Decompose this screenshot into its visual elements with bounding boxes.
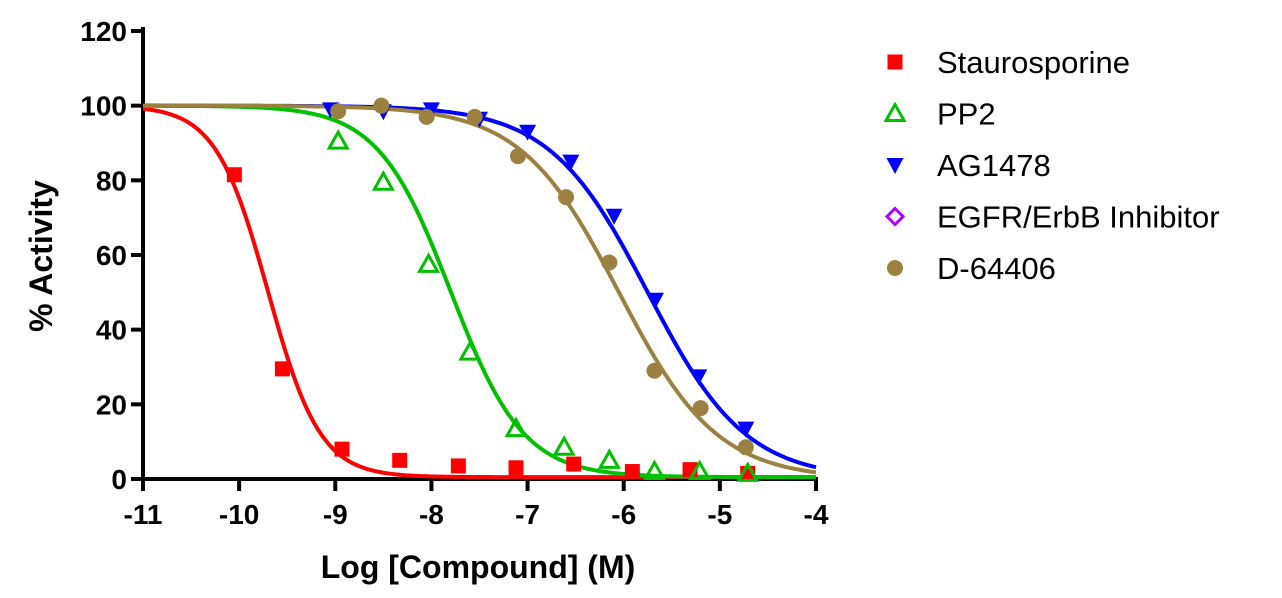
data-point-ag1478 xyxy=(646,292,664,309)
fit-curve-ag1478 xyxy=(143,103,817,470)
data-point-staurosporine xyxy=(392,452,408,468)
legend-label-pp2: PP2 xyxy=(937,97,996,132)
data-point-d-64406 xyxy=(418,108,435,125)
legend-label-staurosporine: Staurosporine xyxy=(937,45,1130,80)
x-tick-label: -5 xyxy=(707,499,732,530)
legend-marker-d-64406 xyxy=(887,260,903,276)
data-point-ag1478 xyxy=(690,369,708,386)
data-point-d-64406 xyxy=(737,439,754,456)
data-point-pp2 xyxy=(688,459,712,481)
data-point-ag1478 xyxy=(737,421,755,438)
x-tick-label: -11 xyxy=(124,499,163,530)
legend-marker-egfr-erbb-inhibitor xyxy=(884,206,906,227)
data-point-d-64406 xyxy=(466,108,483,125)
data-point-d-64406 xyxy=(558,189,575,206)
x-tick-label: -6 xyxy=(611,499,636,530)
legend-label-egfr-erbb-inhibitor: EGFR/ErbB Inhibitor xyxy=(937,200,1220,235)
data-point-staurosporine xyxy=(334,441,350,457)
data-point-d-64406 xyxy=(601,254,618,271)
x-tick-label: -4 xyxy=(804,499,829,530)
data-point-staurosporine xyxy=(274,361,290,377)
legend-label-ag1478: AG1478 xyxy=(937,148,1051,183)
y-tick-label: 20 xyxy=(96,389,127,420)
data-point-ag1478 xyxy=(605,208,623,225)
legend: Staurosporine PP2 AG1478 EGFR/ErbB Inhibito… xyxy=(883,45,1220,286)
fit-curve-staurosporine xyxy=(142,106,816,480)
x-axis-title: Log [Compound] (M) xyxy=(321,549,636,585)
data-point-pp2 xyxy=(458,340,482,361)
data-point-pp2 xyxy=(552,435,576,456)
data-point-pp2 xyxy=(642,459,667,481)
data-point-pp2 xyxy=(736,461,760,482)
data-point-pp2 xyxy=(326,129,350,150)
data-point-d-64406 xyxy=(509,148,526,165)
data-point-staurosporine xyxy=(566,456,582,472)
data-point-staurosporine xyxy=(508,460,524,476)
data-point-ag1478 xyxy=(422,102,440,119)
data-point-ag1478 xyxy=(519,124,537,141)
data-point-pp2 xyxy=(416,252,441,273)
fit-curve-pp2 xyxy=(142,103,816,480)
data-point-pp2 xyxy=(504,416,528,438)
y-tick-label: 0 xyxy=(111,464,127,495)
x-tick-label: -9 xyxy=(323,499,348,530)
data-point-pp2 xyxy=(371,170,395,191)
data-point-staurosporine xyxy=(226,167,242,183)
y-axis-title: % Activity xyxy=(23,180,59,332)
data-point-d-64406 xyxy=(330,103,347,120)
axes: 0 20 40 60 80 100 120 -11 -10 -9 -8 -7 -6 -5 -4 xyxy=(80,16,829,530)
data-point-staurosporine xyxy=(624,464,640,480)
fit-curve-d-64406 xyxy=(143,103,817,475)
x-tick-label: -8 xyxy=(419,499,444,530)
legend-marker-staurosporine xyxy=(887,54,903,70)
data-point-d-64406 xyxy=(646,362,663,379)
fit-curves xyxy=(142,103,817,480)
x-tick-label: -10 xyxy=(219,499,259,530)
legend-label-d-64406: D-64406 xyxy=(937,251,1056,286)
data-point-ag1478 xyxy=(562,154,580,171)
data-point-pp2 xyxy=(597,448,621,469)
data-point-staurosporine xyxy=(450,458,466,474)
y-tick-label: 80 xyxy=(96,165,127,196)
y-tick-label: 100 xyxy=(80,91,127,122)
y-tick-label: 60 xyxy=(96,240,127,271)
y-tick-label: 40 xyxy=(96,315,127,346)
legend-marker-pp2 xyxy=(883,101,907,122)
x-tick-label: -7 xyxy=(515,499,540,530)
data-point-d-64406 xyxy=(692,400,709,417)
legend-marker-ag1478 xyxy=(886,158,904,174)
y-tick-label: 120 xyxy=(80,16,127,47)
data-markers xyxy=(226,97,760,482)
data-point-d-64406 xyxy=(373,97,390,114)
